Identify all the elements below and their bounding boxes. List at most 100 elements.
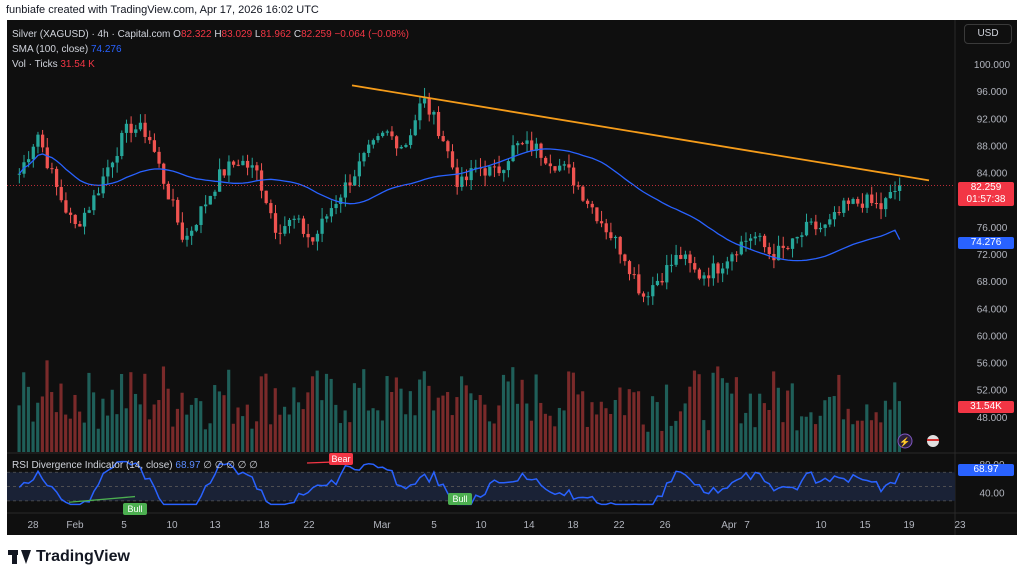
volume-bar (106, 415, 110, 452)
candle-body (497, 166, 501, 174)
volume-bar (166, 388, 170, 452)
volume-bar (692, 370, 697, 452)
price-tick-label: 100.000 (974, 60, 1011, 71)
tradingview-footer[interactable]: TradingView (8, 548, 130, 566)
volume-bar (702, 420, 706, 452)
legend-symbol[interactable]: Silver (XAGUSD) · 4h · Capital.com (12, 29, 171, 40)
volume-bar (529, 420, 534, 452)
volume-bar (31, 421, 35, 452)
candle-body (781, 245, 785, 248)
candle-body (516, 143, 520, 146)
price-chart-svg[interactable]: 100.00096.00092.00088.00084.00080.00076.… (7, 20, 1017, 535)
volume-bar (860, 420, 864, 452)
candle-body (311, 237, 315, 242)
time-tick-label: 15 (859, 520, 871, 531)
candle-body (190, 230, 194, 236)
candle-body (390, 131, 394, 137)
candle-body (157, 151, 161, 164)
legend-row-volume[interactable]: Vol · Ticks 31.54 K (12, 57, 409, 72)
candle-body (842, 200, 846, 213)
volume-bar (213, 385, 217, 452)
candle-body (539, 143, 543, 158)
lightning-icon (897, 433, 913, 449)
legend-low: 81.962 (260, 29, 292, 40)
candle-body (590, 203, 594, 208)
candle-body (823, 224, 827, 228)
volume-bar (762, 403, 766, 452)
chart-panel[interactable]: 100.00096.00092.00088.00084.00080.00076.… (7, 20, 1017, 535)
candle-body (418, 103, 422, 121)
volume-bar (278, 414, 282, 452)
volume-bar (101, 398, 105, 452)
candle-body (623, 254, 627, 262)
candle-body (735, 254, 739, 256)
price-tick-label: 92.000 (977, 114, 1008, 125)
candle-body (40, 134, 45, 148)
volume-bar (119, 373, 124, 452)
rsi-legend[interactable]: RSI Divergence Indicator (14, close) 68.… (12, 460, 258, 471)
volume-bar (632, 392, 636, 452)
candle-body (860, 203, 865, 208)
time-tick-label: 5 (121, 520, 127, 531)
time-tick-label: 13 (209, 520, 221, 531)
candle-body (506, 161, 511, 171)
volume-bar (897, 401, 901, 452)
volume-bar (129, 372, 133, 452)
candle-body (585, 200, 590, 204)
time-tick-label: 28 (27, 520, 39, 531)
candle-body (721, 268, 725, 274)
candle-body (269, 203, 273, 214)
volume-bar (585, 426, 589, 452)
rsi-legend-value: 68.97 (175, 460, 201, 471)
candle-body (558, 165, 562, 171)
volume-bar (157, 400, 161, 452)
candle-body (688, 254, 692, 264)
chart-attribution: funbiafe created with TradingView.com, A… (6, 4, 319, 16)
candle-body (646, 296, 650, 298)
candle-body (762, 235, 767, 248)
candle-body (464, 176, 469, 181)
candle-body (879, 203, 883, 210)
volume-bar (161, 366, 166, 452)
volume-bar (483, 404, 487, 452)
candle-body (292, 218, 296, 220)
volume-bar (371, 408, 375, 452)
volume-bar (338, 423, 343, 452)
volume-bar (385, 376, 389, 452)
volume-bar (171, 426, 175, 452)
candle-body (679, 254, 683, 259)
currency-button[interactable]: USD (964, 24, 1012, 44)
legend-high: 83.029 (221, 29, 253, 40)
volume-bar (515, 403, 520, 452)
volume-bar (525, 403, 529, 452)
volume-bar (646, 431, 650, 452)
volume-bar (497, 405, 501, 452)
volume-bar (650, 396, 655, 452)
candle-body (725, 261, 729, 269)
candle-body (50, 168, 54, 170)
volume-bar (837, 374, 841, 452)
volume-bar (92, 392, 96, 452)
lightning-glyph: ⚡ (899, 436, 910, 448)
candle-body (674, 254, 678, 265)
time-tick-label: 18 (258, 520, 270, 531)
legend-row-symbol: Silver (XAGUSD) · 4h · Capital.com O82.3… (12, 27, 409, 42)
legend-vol-label: Vol · Ticks (12, 59, 58, 70)
candle-body (669, 264, 674, 266)
volume-bar (73, 394, 77, 452)
candle-body (404, 144, 408, 147)
legend-c-label: C (293, 29, 302, 40)
candle-body (134, 129, 138, 133)
candle-body (767, 247, 771, 255)
volume-bar (832, 396, 836, 452)
volume-bar (68, 418, 72, 452)
candle-body (660, 280, 664, 283)
legend-row-sma[interactable]: SMA (100, close) 74.276 (12, 42, 409, 57)
candle-body (320, 218, 324, 234)
candle-body (846, 200, 851, 204)
price-legend: Silver (XAGUSD) · 4h · Capital.com O82.3… (12, 27, 409, 72)
legend-change: −0.064 (−0.08%) (334, 29, 409, 40)
candle-body (385, 131, 389, 133)
candle-body (511, 145, 515, 162)
volume-bar (376, 410, 380, 452)
